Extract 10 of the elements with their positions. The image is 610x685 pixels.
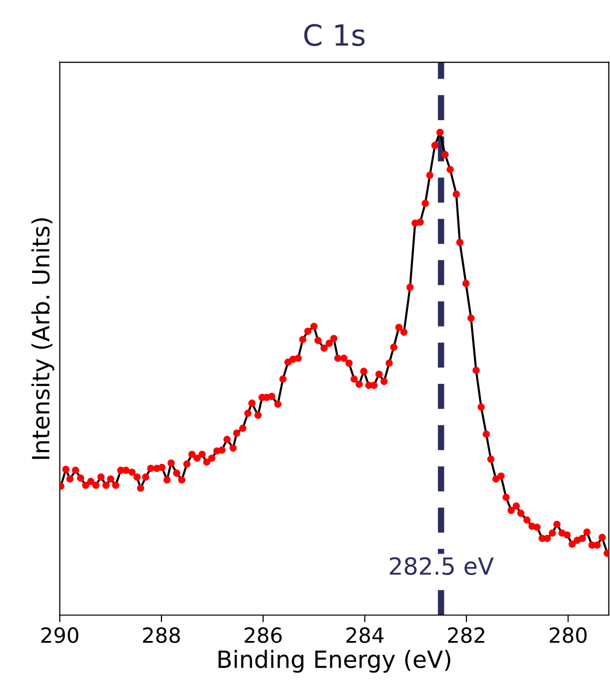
x-tick-label: 280 — [550, 627, 587, 644]
ref-line-label: 282.5 eV — [390, 557, 494, 575]
x-tick-label: 286 — [244, 627, 282, 644]
x-tick-label: 284 — [346, 627, 384, 644]
x-axis-title: Binding Energy (eV) — [218, 650, 450, 673]
y-axis-title: Intensity (Arb. Units) — [31, 218, 54, 459]
x-tick-label: 290 — [41, 627, 78, 644]
chart-title: C 1s — [304, 24, 365, 46]
x-tick-label: 288 — [143, 627, 180, 644]
x-tick-label: 282 — [448, 627, 484, 644]
